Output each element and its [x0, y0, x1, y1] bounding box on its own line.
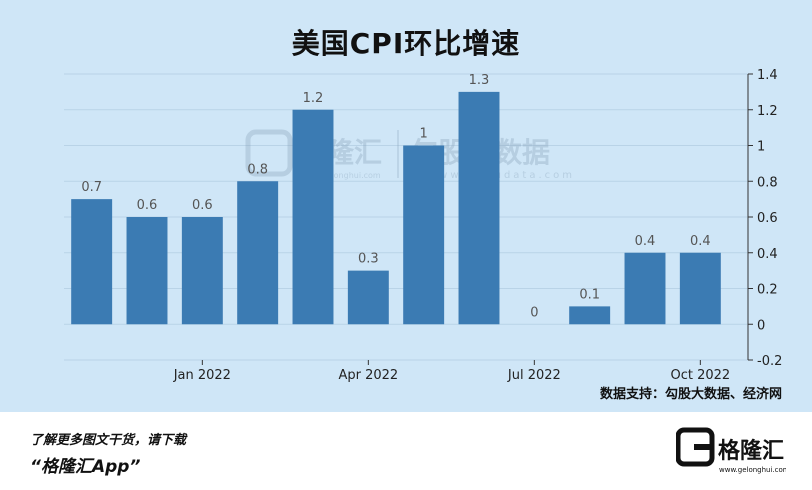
y-tick-label: 1 [757, 140, 765, 155]
x-axis: Jan 2022 Apr 2022 Jul 2022 Oct 2022 [173, 360, 730, 383]
data-label: 0.1 [579, 287, 600, 302]
footer: 了解更多图文干货，请下载 “格隆汇App” 格隆汇 www.gelonghui.… [0, 412, 812, 490]
bar [292, 109, 334, 325]
footer-promo-text: 了解更多图文干货，请下载 [30, 433, 187, 448]
bar [569, 306, 611, 325]
y-tick-label: 0.4 [757, 247, 778, 262]
bar [126, 217, 168, 325]
y-axis: 1.4 1.2 1 0.8 0.6 0.4 0.2 0 -0.2 [747, 68, 782, 369]
data-label: 1.2 [303, 91, 324, 106]
logo-name: 格隆汇 [718, 438, 784, 464]
y-tick-label: 0 [757, 318, 765, 333]
logo-url: www.gelonghui.com [719, 466, 786, 474]
y-tick-label: -0.2 [757, 354, 782, 369]
y-tick-label: 0.6 [757, 211, 778, 226]
data-label: 0 [530, 305, 538, 320]
x-tick-label: Jul 2022 [507, 368, 561, 383]
bar [403, 145, 445, 325]
chart-svg: 格隆汇 www.gelonghui.com 勾股大数据 www.gogudata… [64, 68, 782, 383]
bar [71, 199, 113, 325]
y-tick-label: 1.2 [757, 104, 778, 119]
x-tick-label: Apr 2022 [338, 368, 398, 383]
labels-layer: 0.7 0.6 0.6 0.8 1.2 0.3 1 1.3 0 0.1 0.4 0.4 [81, 73, 710, 320]
bar [347, 270, 389, 325]
data-label: 0.4 [690, 234, 711, 249]
x-tick-label: Oct 2022 [670, 368, 730, 383]
bar [237, 181, 279, 325]
bar [679, 252, 721, 325]
y-tick-label: 1.4 [757, 68, 778, 83]
data-label: 1.3 [469, 73, 490, 88]
data-label: 0.4 [635, 234, 656, 249]
data-label: 0.6 [192, 198, 213, 213]
y-tick-label: 0.8 [757, 175, 778, 190]
x-tick-label: Jan 2022 [173, 368, 231, 383]
bar [181, 217, 223, 325]
footer-app-name: “格隆汇App” [30, 457, 141, 477]
source-note: 数据支持：勾股大数据、经济网 [599, 387, 782, 402]
watermark-left-url: www.gelonghui.com [300, 171, 381, 180]
data-label: 0.6 [137, 198, 158, 213]
bar [624, 252, 666, 325]
watermark-right-url: www.gogudata.com [428, 170, 575, 181]
data-label: 1 [420, 127, 428, 142]
y-tick-label: 0.2 [757, 283, 778, 298]
gelonghui-logo: 格隆汇 www.gelonghui.com [676, 427, 786, 474]
data-label: 0.3 [358, 252, 379, 267]
data-label: 0.8 [247, 162, 268, 177]
bar [458, 91, 500, 325]
data-label: 0.7 [81, 180, 102, 195]
chart-title: 美国CPI环比增速 [291, 27, 521, 60]
bars-layer [71, 91, 721, 325]
